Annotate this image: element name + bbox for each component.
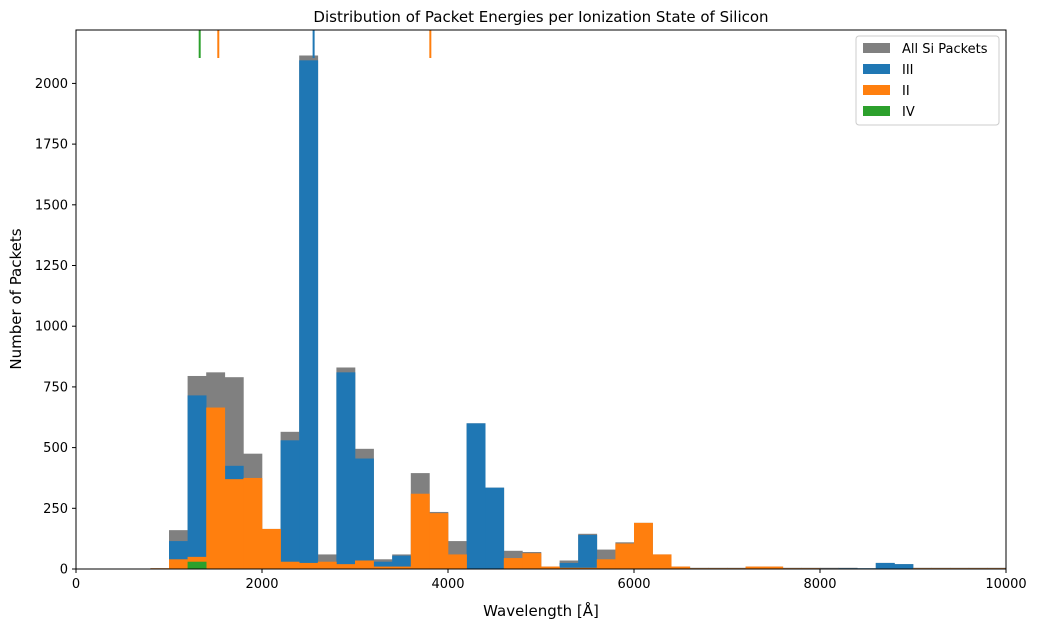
y-tick-label-6: 1500	[35, 198, 68, 213]
y-tick-label-2: 500	[43, 441, 68, 456]
y-tick-label-7: 1750	[35, 138, 68, 153]
bar-1-2	[187, 395, 207, 569]
chart-title: Distribution of Packet Energies per Ioni…	[313, 8, 768, 26]
bar-1-40	[894, 564, 914, 569]
x-tick-label-2: 4000	[431, 577, 464, 592]
y-tick-label-0: 0	[60, 563, 68, 578]
y-tick-label-8: 2000	[35, 77, 68, 92]
bar-1-23	[578, 535, 598, 569]
bar-2-22	[559, 567, 579, 569]
bar-1-18	[485, 487, 505, 569]
bar-2-15	[429, 513, 449, 569]
x-tick-label-5: 10000	[985, 577, 1026, 592]
bar-2-19	[503, 558, 523, 569]
bar-2-3	[206, 407, 226, 569]
x-tick-label-3: 6000	[617, 577, 650, 592]
y-tick-label-1: 250	[43, 502, 68, 517]
x-tick-label-1: 2000	[245, 577, 278, 592]
bar-1-8	[299, 60, 319, 570]
bar-3-2	[187, 561, 207, 569]
bar-2-25	[615, 543, 635, 569]
bars-layer	[150, 55, 1007, 570]
bar-1-12	[373, 561, 393, 569]
bar-2-16	[448, 554, 467, 569]
bar-2-32	[745, 566, 765, 569]
bar-2-14	[410, 493, 430, 569]
bar-2-1	[169, 559, 188, 569]
bar-2-27	[652, 554, 672, 569]
legend-swatch-0	[863, 43, 890, 53]
bar-2-26	[634, 522, 653, 569]
plot-frame	[75, 29, 1007, 570]
legend-box	[855, 35, 1000, 126]
bar-2-13	[392, 566, 412, 569]
bar-1-39	[875, 562, 895, 569]
y-tick-label-5: 1250	[35, 259, 68, 274]
x-axis-ticks: 0 2000 4000 6000 8000 10000	[72, 569, 1027, 592]
bar-2-7	[280, 561, 300, 569]
bar-1-11	[355, 458, 374, 569]
bar-2-11	[355, 560, 374, 569]
y-tick-label-3: 750	[43, 380, 68, 395]
bar-1-22	[559, 562, 579, 569]
legend-swatch-3	[863, 106, 890, 116]
bar-2-23	[578, 567, 598, 569]
bar-0-36	[820, 567, 839, 569]
bar-2-20	[522, 553, 542, 569]
legend-swatch-2	[863, 85, 890, 95]
legend-label-2: II	[902, 84, 910, 99]
y-tick-label-4: 1000	[35, 320, 68, 335]
bar-1-13	[392, 555, 412, 569]
bar-2-4	[224, 479, 244, 569]
legend-label-0: All Si Packets	[902, 42, 988, 57]
y-axis-ticks: 0 250 500 750 1000 1250 1500 1750 2000	[35, 77, 76, 578]
legend-label-3: IV	[902, 105, 915, 120]
bar-1-17	[466, 423, 486, 569]
bar-2-10	[336, 564, 356, 569]
x-axis-label: Wavelength [Å]	[483, 601, 599, 620]
bar-1-7	[280, 440, 300, 569]
bar-2-8	[299, 562, 319, 569]
bar-2-33	[764, 566, 784, 569]
legend-label-1: III	[902, 63, 914, 78]
x-tick-label-0: 0	[72, 577, 80, 592]
bar-1-10	[336, 372, 356, 569]
bar-2-28	[671, 566, 691, 569]
y-axis-label: Number of Packets	[7, 228, 25, 369]
bar-2-12	[373, 566, 393, 569]
x-tick-label-4: 8000	[803, 577, 836, 592]
legend-swatch-1	[863, 64, 890, 74]
bar-2-24	[596, 559, 616, 569]
marker-lines-layer	[198, 30, 432, 58]
bar-2-21	[541, 566, 560, 569]
bar-2-9	[317, 561, 337, 569]
bar-2-5	[243, 477, 263, 569]
bar-2-6	[262, 528, 281, 569]
